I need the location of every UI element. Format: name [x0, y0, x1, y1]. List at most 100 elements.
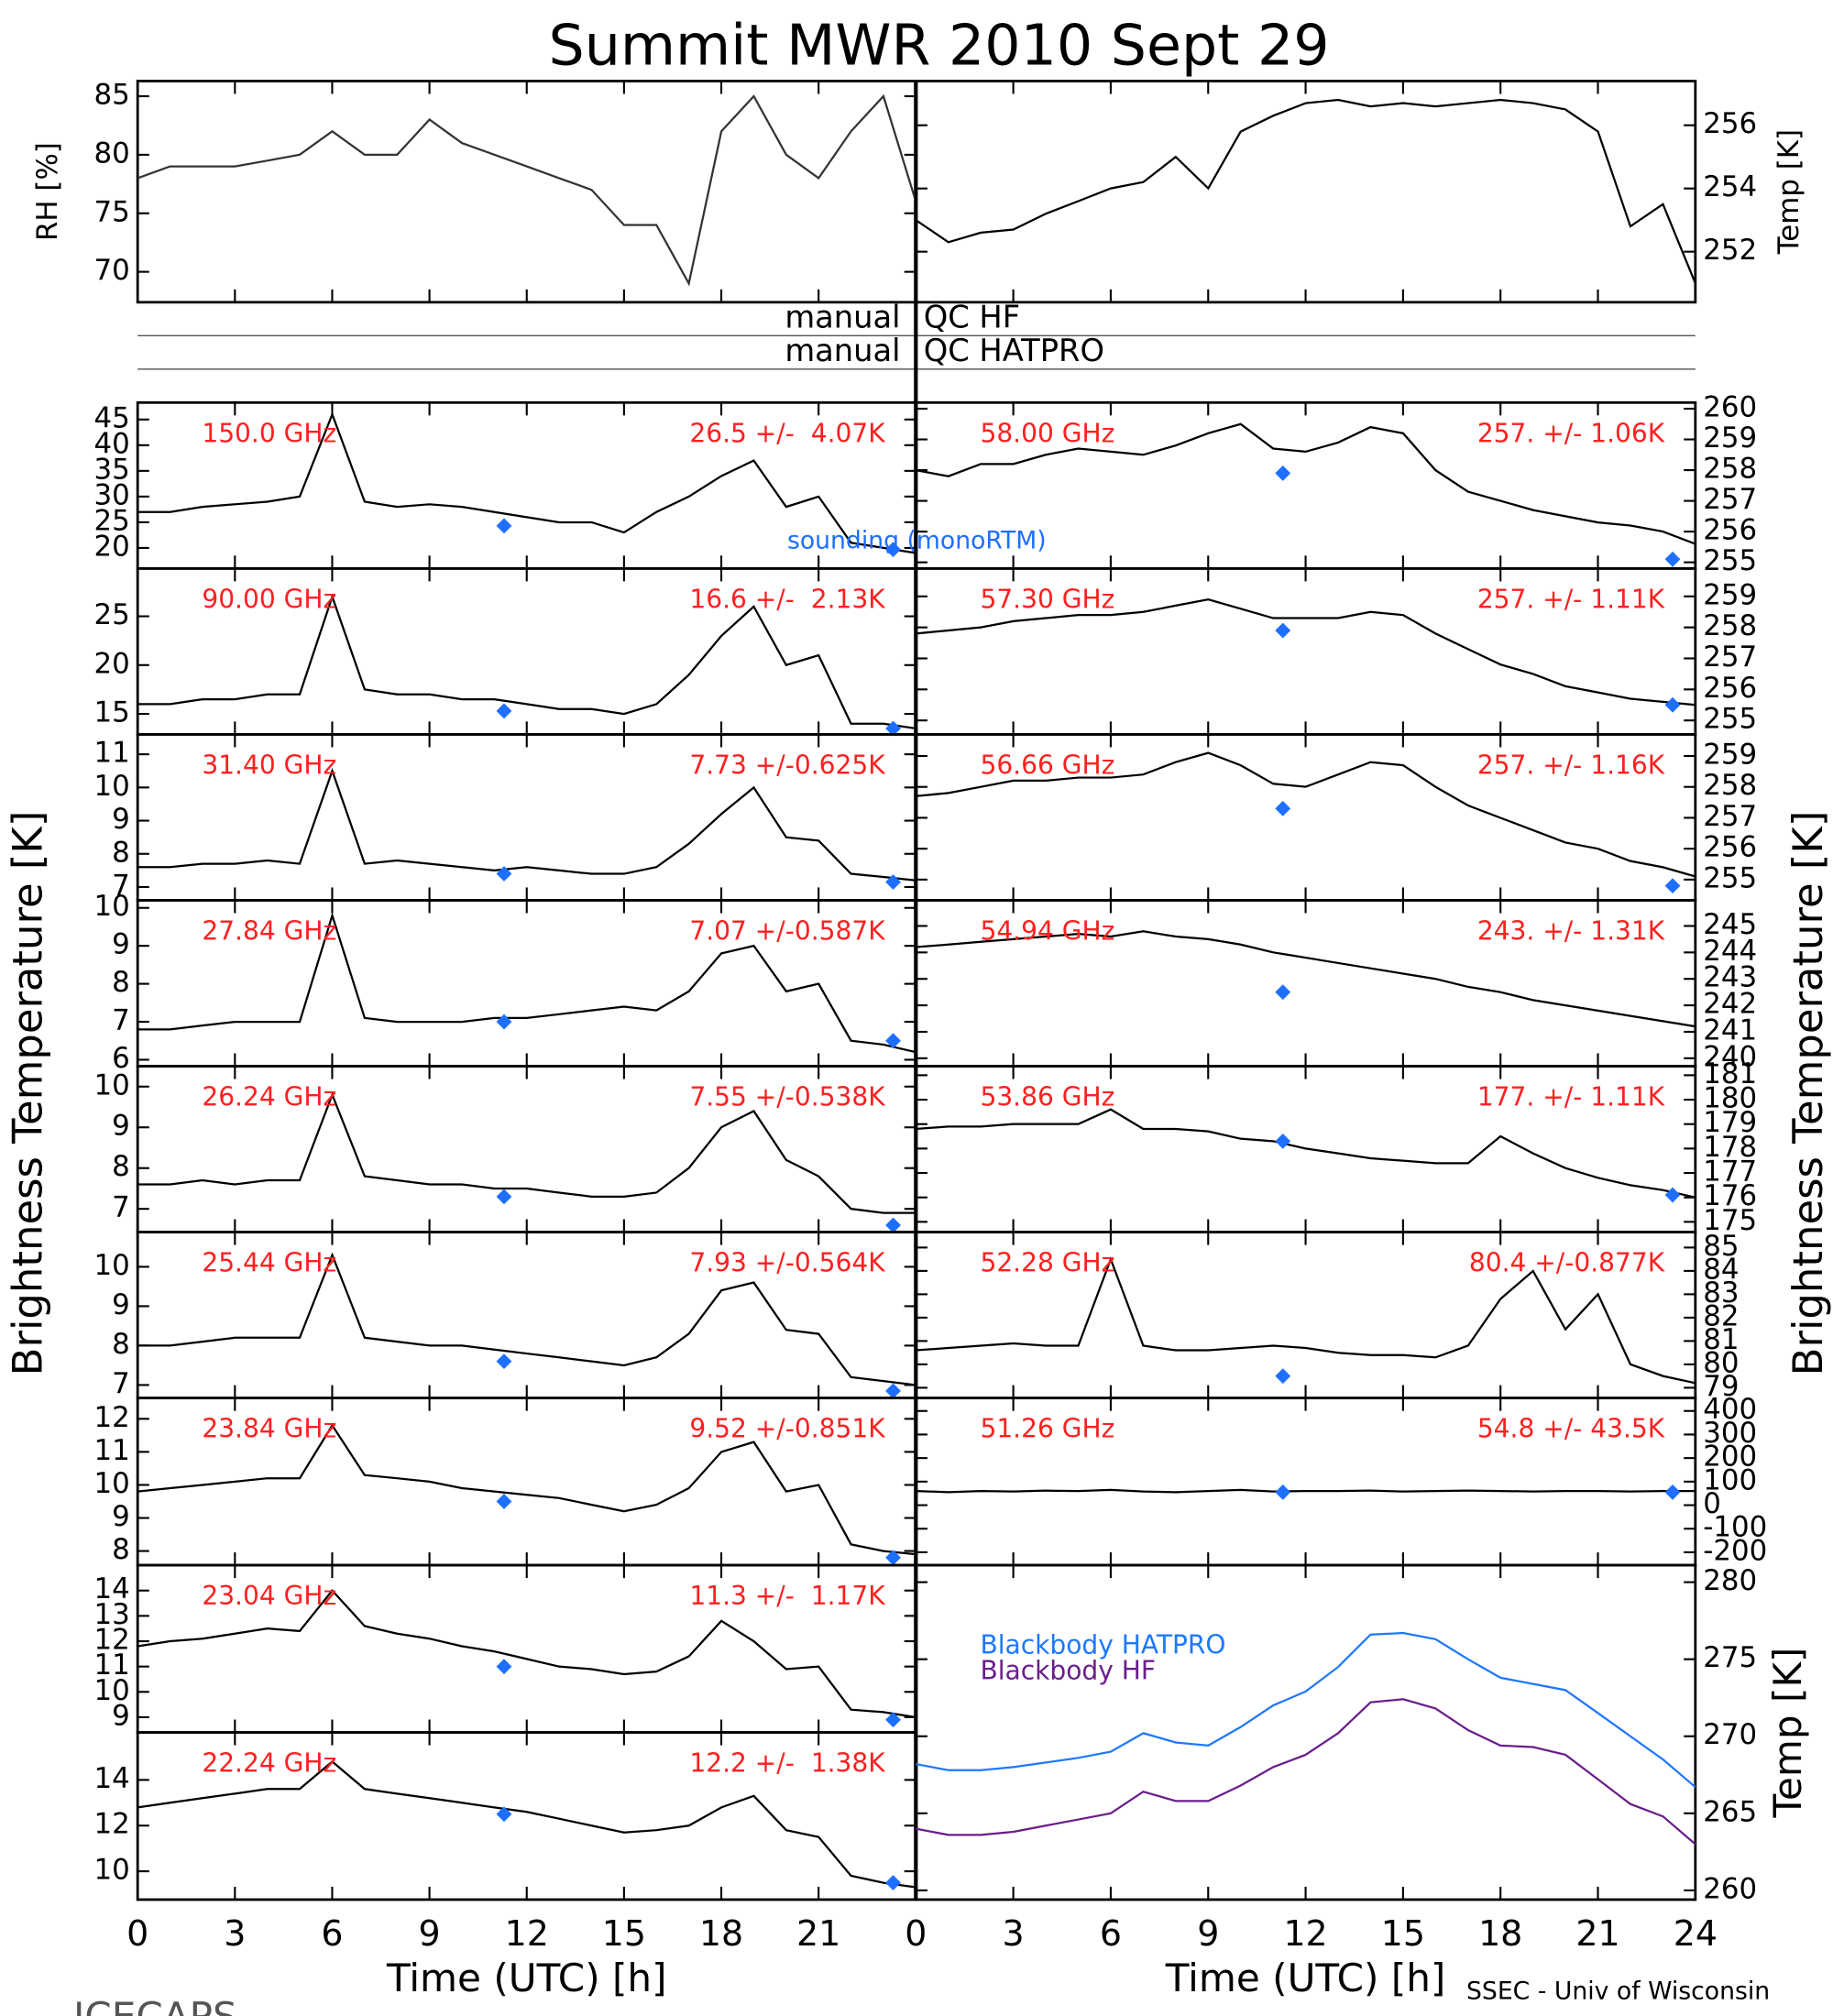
y-tick-label: 300 — [1703, 1417, 1757, 1450]
x-tick-label: 6 — [1100, 1913, 1122, 1954]
channel-label: 27.84 GHz — [202, 916, 336, 947]
data-line — [137, 767, 916, 882]
y-tick-label: 9 — [112, 803, 130, 836]
sounding-point — [885, 1550, 901, 1566]
y-tick-label: 85 — [93, 79, 129, 112]
channel-label: 57.30 GHz — [980, 584, 1114, 614]
channel-label: 23.84 GHz — [202, 1414, 336, 1444]
y-tick-label: 255 — [1703, 861, 1757, 894]
y-tick-label: 275 — [1703, 1641, 1757, 1674]
y-tick-label: 12 — [93, 1624, 129, 1657]
y-tick-label: 179 — [1703, 1106, 1757, 1139]
y-tick-label: 0 — [1703, 1487, 1721, 1520]
y-tick-label: 10 — [93, 770, 129, 803]
x-tick-label: 9 — [419, 1913, 441, 1954]
sounding-point — [1275, 800, 1291, 816]
y-tick-label: 10 — [93, 1674, 129, 1707]
channel-label: 150.0 GHz — [202, 418, 336, 448]
data-line — [137, 411, 916, 554]
sounding-point — [1275, 622, 1291, 639]
y-tick-label: 75 — [93, 195, 129, 228]
y-tick-label: 176 — [1703, 1179, 1757, 1212]
y-tick-label: 258 — [1703, 453, 1757, 486]
y-axis-title: Brightness Temperature [K] — [4, 811, 52, 1376]
sounding-point — [1664, 1187, 1681, 1203]
y-tick-label: 20 — [93, 530, 129, 563]
y-tick-label: 259 — [1703, 422, 1757, 455]
channel-stat: 177. +/- 1.11K — [1477, 1082, 1665, 1112]
y-tick-label: 79 — [1703, 1370, 1739, 1403]
channel-label: 58.00 GHz — [980, 418, 1114, 448]
sounding-point — [1664, 551, 1681, 567]
x-tick-label: 21 — [796, 1913, 840, 1954]
y-tick-label: 256 — [1703, 672, 1757, 705]
y-tick-label: 11 — [93, 1649, 129, 1682]
channel-stat: 7.55 +/-0.538K — [689, 1082, 885, 1112]
y-tick-label: 8 — [112, 836, 130, 869]
y-tick-label: 178 — [1703, 1131, 1757, 1164]
qc-label: QC HATPRO — [924, 333, 1104, 368]
y-tick-label: -100 — [1703, 1511, 1767, 1544]
y-tick-label: 8 — [112, 966, 130, 999]
y-tick-label: 259 — [1703, 739, 1757, 772]
y-tick-label: 70 — [93, 254, 129, 287]
y-tick-label: 177 — [1703, 1156, 1757, 1189]
y-tick-label: 241 — [1703, 1013, 1757, 1046]
channel-stat: 257. +/- 1.16K — [1477, 750, 1665, 780]
y-tick-label: 11 — [93, 1434, 129, 1467]
y-tick-label: 6 — [112, 1042, 130, 1075]
x-tick-label: 12 — [1283, 1913, 1327, 1954]
y-tick-label: 200 — [1703, 1441, 1757, 1474]
y-tick-label: 242 — [1703, 988, 1757, 1021]
data-line — [916, 1108, 1696, 1199]
x-tick-label: 18 — [699, 1913, 743, 1954]
data-line — [916, 1698, 1696, 1846]
y-tick-label: 9 — [112, 1110, 130, 1143]
y-tick-label: 258 — [1703, 609, 1757, 642]
y-tick-label: 9 — [112, 1699, 130, 1732]
y-tick-label: 100 — [1703, 1463, 1757, 1496]
y-tick-label: 7 — [112, 1367, 130, 1400]
footer-right: SSEC - Univ of Wisconsin — [1466, 1978, 1770, 2006]
sounding-point — [885, 1712, 901, 1728]
y-tick-label: 244 — [1703, 935, 1757, 968]
channel-stat: 11.3 +/- 1.17K — [689, 1581, 885, 1611]
data-line — [915, 98, 1696, 284]
y-tick-label: 8 — [112, 1150, 130, 1183]
channel-label: 23.04 GHz — [202, 1581, 336, 1611]
sounding-point — [1275, 1484, 1291, 1500]
y-tick-label: 10 — [93, 1467, 129, 1500]
sounding-point — [496, 1013, 512, 1030]
x-axis-title: Time (UTC) [h] — [386, 1956, 667, 2000]
y-tick-label: 257 — [1703, 800, 1757, 833]
legend-entry: Blackbody HF — [980, 1656, 1155, 1686]
y-tick-label: 25 — [93, 504, 129, 537]
y-tick-label: 30 — [93, 478, 129, 511]
x-tick-label: 15 — [1381, 1913, 1425, 1954]
y-tick-label: 10 — [93, 1854, 129, 1887]
channel-stat: 80.4 +/-0.877K — [1469, 1248, 1665, 1278]
x-tick-label: 6 — [321, 1913, 343, 1954]
y-tick-label: 84 — [1703, 1253, 1739, 1286]
y-tick-label: 83 — [1703, 1276, 1739, 1309]
channel-stat: 257. +/- 1.11K — [1477, 584, 1665, 614]
channel-label: 22.24 GHz — [202, 1748, 336, 1779]
y-tick-label: 243 — [1703, 961, 1757, 994]
y-tick-label: -200 — [1703, 1534, 1767, 1567]
y-tick-label: 80 — [93, 137, 129, 170]
x-tick-label: 24 — [1674, 1913, 1718, 1954]
sounding-point — [1275, 984, 1291, 1001]
channel-label: 54.94 GHz — [980, 916, 1114, 947]
data-line — [916, 930, 1696, 1028]
channel-label: 31.40 GHz — [202, 750, 336, 780]
y-axis-title: Brightness Temperature [K] — [1784, 811, 1832, 1376]
qc-label: manual — [785, 333, 900, 368]
y-tick-label: 9 — [112, 928, 130, 961]
sounding-point — [1275, 1368, 1291, 1385]
y-tick-label: 7 — [112, 1004, 130, 1037]
channel-label: 53.86 GHz — [980, 1082, 1114, 1112]
y-tick-label: 180 — [1703, 1082, 1757, 1115]
y-tick-label: 10 — [93, 890, 129, 923]
y-tick-label: 12 — [93, 1808, 129, 1841]
